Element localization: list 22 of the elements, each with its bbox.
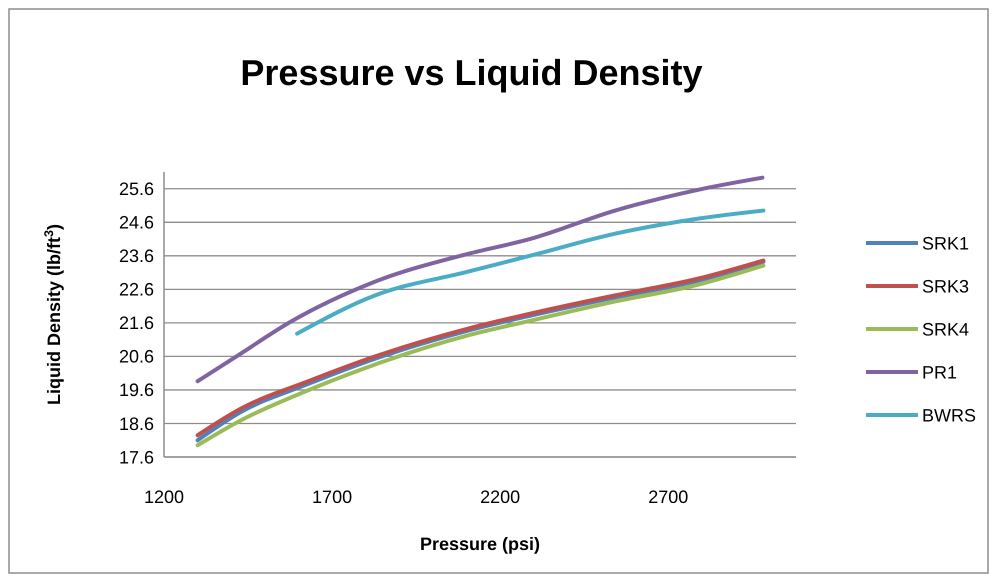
y-tick-label: 18.6 xyxy=(118,414,154,434)
legend-label: BWRS xyxy=(922,405,976,426)
x-tick-label: 1700 xyxy=(312,487,352,507)
legend-label: SRK1 xyxy=(922,233,970,254)
line-series xyxy=(295,208,766,336)
legend-label: PR1 xyxy=(922,362,958,382)
y-tick-label: 25.6 xyxy=(118,179,154,200)
y-tick-label: 22.6 xyxy=(118,280,154,300)
y-tick-label: 20.6 xyxy=(118,346,154,367)
legend-label: SRK4 xyxy=(922,319,970,340)
y-tick-label: 19.6 xyxy=(118,380,154,400)
y-tick-label: 23.6 xyxy=(118,246,154,266)
y-tick-label: 21.6 xyxy=(118,313,154,334)
x-tick-label: 1200 xyxy=(144,487,184,507)
x-tick-label: 2700 xyxy=(648,487,688,507)
y-tick-label: 17.6 xyxy=(118,447,154,468)
x-tick-label: 2200 xyxy=(480,487,520,507)
x-axis-title: Pressure (psi) xyxy=(420,534,540,554)
legend-label: SRK3 xyxy=(922,276,970,296)
line-series xyxy=(196,176,764,384)
y-tick-label: 24.6 xyxy=(118,212,154,233)
chart-title: Pressure vs Liquid Density xyxy=(240,52,703,93)
